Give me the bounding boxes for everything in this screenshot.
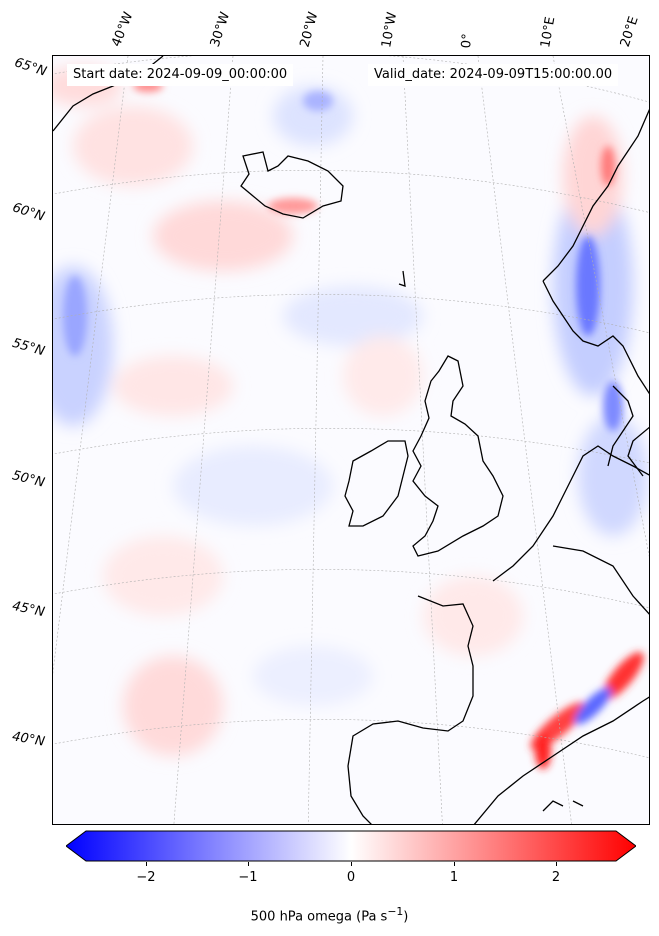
lat-label-50n: 50°N: [10, 468, 47, 491]
lon-label-0: 0°: [459, 32, 476, 49]
coastlines: [53, 56, 649, 824]
lon-label-20w: 20°W: [297, 10, 322, 49]
cb-tickmark: [146, 862, 147, 866]
lon-label-10e: 10°E: [538, 15, 559, 49]
cb-tick-label: 1: [449, 870, 459, 885]
colorbar-label-end: ): [403, 909, 409, 925]
lon-label-10w: 10°W: [379, 11, 401, 50]
colorbar: [66, 830, 636, 862]
colorbar-label: 500 hPa omega (Pa s−1): [0, 905, 659, 924]
cb-tickmark: [248, 862, 249, 866]
cb-tick-label: 2: [551, 870, 561, 885]
omega-field-map: [53, 56, 649, 824]
omega-shading: [53, 66, 648, 756]
colorbar-bar: [66, 830, 636, 862]
lon-label-20e: 20°E: [617, 14, 642, 50]
cb-tick-label: −2: [136, 870, 156, 885]
lat-label-45n: 45°N: [10, 598, 46, 621]
colorbar-label-text: 500 hPa omega (Pa s: [250, 909, 388, 925]
map-panel: [52, 55, 650, 825]
cb-tickmark: [454, 862, 455, 866]
lat-label-40n: 40°N: [10, 729, 46, 750]
lat-label-55n: 55°N: [10, 335, 47, 360]
valid-date-label: Valid_date: 2024-09-09T15:00:00.00: [368, 64, 619, 86]
start-date-label: Start date: 2024-09-09_00:00:00: [67, 64, 294, 86]
lon-label-30w: 30°W: [207, 10, 234, 49]
lon-label-40w: 40°W: [109, 10, 137, 49]
cb-tickmark: [351, 862, 352, 866]
colorbar-label-exponent: −1: [387, 905, 404, 918]
omega-strong-features: [63, 80, 644, 769]
lat-label-60n: 60°N: [10, 200, 47, 225]
lat-label-65n: 65°N: [12, 55, 49, 80]
cb-tickmark: [556, 862, 557, 866]
cb-tick-label: −1: [238, 870, 258, 885]
cb-tick-label: 0: [346, 870, 356, 885]
